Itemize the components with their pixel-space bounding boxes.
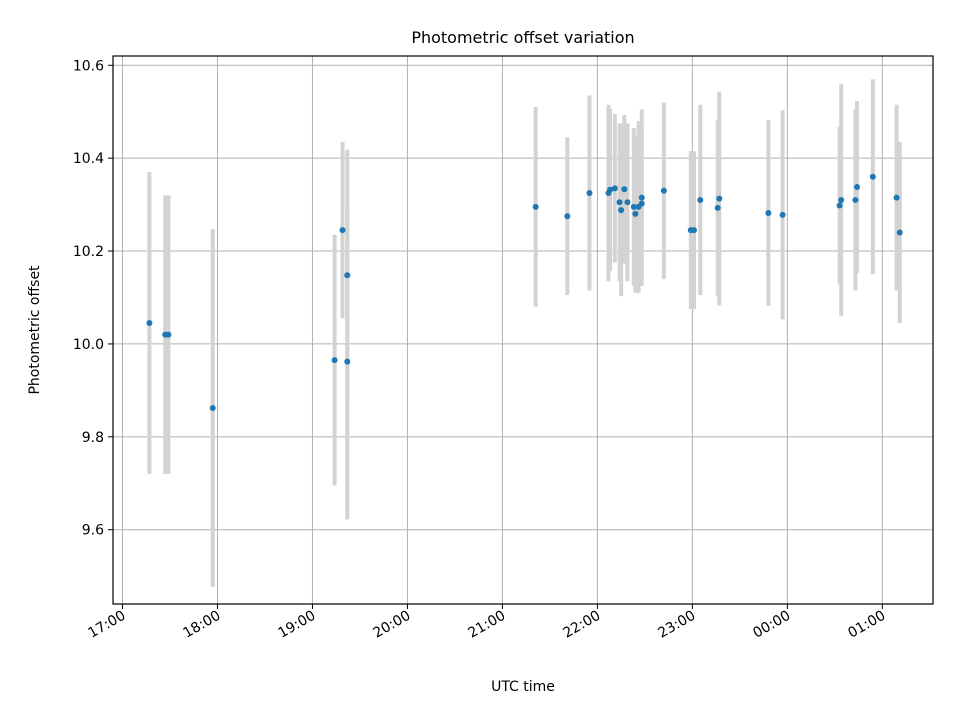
data-point	[765, 209, 772, 216]
data-point	[638, 200, 645, 207]
data-point	[779, 211, 786, 218]
data-point	[893, 194, 900, 201]
data-point	[624, 199, 631, 206]
y-tick-label: 10.6	[73, 58, 104, 74]
data-point	[869, 173, 876, 180]
y-axis-ticks: 9.6 9.8 10.0 10.2 10.4 10.6	[73, 58, 113, 539]
data-point	[586, 190, 593, 196]
data-point	[616, 199, 623, 206]
data-point	[630, 203, 637, 210]
data-point	[854, 183, 861, 190]
data-point	[697, 196, 704, 203]
data-point	[638, 194, 645, 201]
data-points	[146, 173, 903, 412]
data-point	[611, 185, 618, 192]
data-point	[852, 196, 859, 203]
y-tick-label: 9.8	[82, 430, 104, 446]
x-axis-label: UTC time	[491, 679, 555, 695]
data-point	[209, 405, 216, 412]
data-point	[146, 320, 153, 327]
data-point	[331, 357, 338, 364]
data-point	[344, 358, 351, 365]
data-point	[532, 203, 539, 210]
data-point	[621, 186, 628, 193]
data-point	[838, 196, 845, 203]
data-point	[690, 227, 697, 234]
y-tick-label: 10.4	[73, 151, 104, 167]
data-point	[165, 331, 172, 338]
data-point	[564, 213, 571, 220]
data-point	[344, 272, 351, 279]
data-point	[896, 229, 903, 236]
data-point	[660, 187, 667, 194]
data-point	[618, 207, 625, 214]
data-point	[632, 210, 639, 217]
y-tick-label: 9.6	[82, 523, 104, 539]
data-point	[716, 195, 723, 202]
y-tick-label: 10.0	[73, 337, 104, 353]
y-axis-label: Photometric offset	[27, 265, 43, 395]
plot-frame	[112, 55, 934, 605]
grid	[113, 56, 933, 604]
data-point	[607, 186, 614, 193]
data-point	[836, 202, 843, 209]
chart-title: Photometric offset variation	[411, 28, 634, 47]
data-point	[339, 227, 346, 234]
data-point	[714, 204, 721, 211]
y-tick-label: 10.2	[73, 244, 104, 260]
